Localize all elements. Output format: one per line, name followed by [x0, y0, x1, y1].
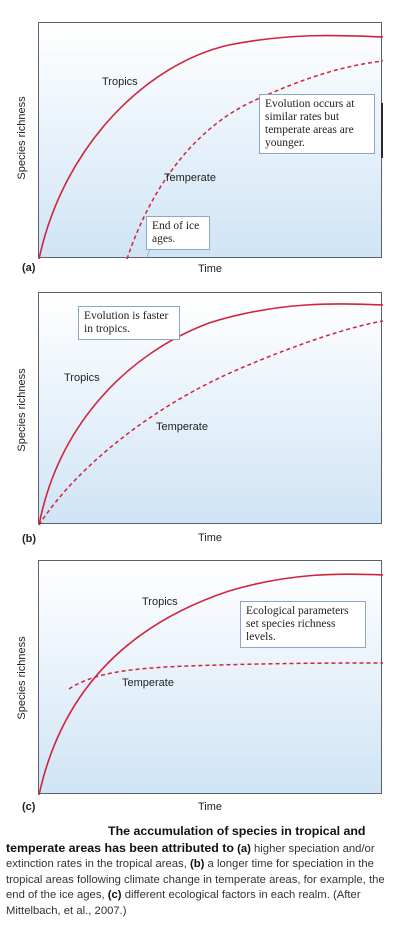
note-b: Evolution is faster in tropics. — [78, 306, 180, 340]
caption-text-c: different ecological factors in each rea… — [6, 889, 361, 917]
caption-tag-c: (c) — [107, 889, 122, 901]
tropics-curve-b — [38, 303, 384, 526]
temperate-label-a: Temperate — [164, 172, 216, 184]
tropics-curve-c — [38, 573, 384, 796]
caption-text-a: higher speciation and/or extinction rate… — [6, 842, 375, 871]
temperate-curve-a — [126, 60, 384, 260]
temperate-label-c: Temperate — [122, 677, 174, 689]
temperate-curve-b — [38, 320, 384, 526]
panel-label-a: (a) — [22, 262, 36, 274]
y-axis-label: Species richness — [16, 96, 28, 180]
ice-note: End of ice ages. — [146, 216, 210, 250]
note-c: Ecological parameters set species richne… — [240, 601, 366, 648]
x-axis-label: Time — [197, 801, 223, 813]
caption-tag-b: (b) — [189, 858, 205, 870]
x-axis-label: Time — [197, 532, 223, 544]
tropics-curve-a — [38, 34, 384, 260]
tropics-label-a: Tropics — [102, 76, 138, 88]
caption-text-b: a longer time for speciation in the trop… — [6, 858, 385, 901]
plot-area-c — [38, 560, 384, 796]
figure-caption: The accumulation of species in tropical … — [6, 824, 404, 919]
panel-label-b: (b) — [22, 533, 37, 545]
tropics-label-b: Tropics — [64, 372, 100, 384]
curves-c — [38, 573, 384, 796]
note-a: Evolution occurs at similar rates but te… — [259, 94, 375, 154]
x-axis-label: Time — [197, 263, 223, 275]
temperate-curve-c — [68, 662, 384, 690]
curves-b — [38, 303, 384, 526]
panel-label-c: (c) — [22, 801, 36, 813]
edge-marker — [381, 103, 383, 158]
caption-tag-a: (a) — [237, 842, 251, 855]
y-axis-label: Species richness — [16, 368, 28, 452]
y-axis-label: Species richness — [16, 636, 28, 720]
tropics-label-c: Tropics — [142, 596, 178, 608]
temperate-label-b: Temperate — [156, 421, 208, 433]
caption-lead: The accumulation of species in tropical … — [6, 824, 366, 855]
